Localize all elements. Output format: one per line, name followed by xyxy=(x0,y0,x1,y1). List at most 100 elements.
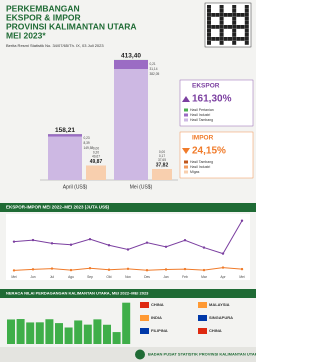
x-tick-label: April (US$) xyxy=(63,184,88,190)
flag xyxy=(198,328,207,334)
qr-cell xyxy=(207,5,211,9)
segment-label: 8,39 xyxy=(84,141,90,145)
x-tick-label: Jul xyxy=(50,275,54,279)
chart-title: EKSPOR-IMPOR MEI 2022–MEI 2023 (JUTA US$… xyxy=(6,205,110,210)
qr-cell xyxy=(232,9,237,13)
qr-cell xyxy=(207,33,211,37)
point xyxy=(88,238,92,241)
total-label: 413,40 xyxy=(121,53,141,60)
legend-label: Hasil Tambang xyxy=(190,160,213,164)
section-band xyxy=(0,289,256,298)
country-name: FILIPINA xyxy=(151,328,168,333)
legend-box xyxy=(179,79,254,127)
bar xyxy=(35,322,44,344)
segment-label: 0,00 xyxy=(159,150,165,154)
qr-cell xyxy=(244,37,249,41)
legend-swatch xyxy=(184,108,188,112)
point xyxy=(69,268,73,272)
qr-cell xyxy=(207,25,211,29)
bar xyxy=(16,319,25,344)
qr-cell xyxy=(207,13,211,17)
qr-cell xyxy=(219,5,224,9)
qr-cell xyxy=(219,17,224,21)
point xyxy=(126,267,130,271)
title-line: PROVINSI KALIMANTAN UTARA xyxy=(6,21,136,31)
legend-swatch xyxy=(184,170,188,174)
segment-label: 0,23 xyxy=(84,136,90,140)
point xyxy=(50,242,54,245)
qr-cell xyxy=(207,17,211,21)
point xyxy=(126,248,130,251)
change-label: 161,30% xyxy=(192,94,232,105)
trend-arrow xyxy=(182,96,190,102)
bar-segment xyxy=(48,136,82,180)
qr-cell xyxy=(215,13,220,17)
point xyxy=(31,238,35,242)
bar-segment xyxy=(86,165,106,180)
legend-title: IMPOR xyxy=(192,135,214,142)
qr-cell xyxy=(244,21,249,25)
bar-segment xyxy=(114,59,148,70)
legend-swatch xyxy=(184,165,188,169)
point xyxy=(107,244,111,247)
x-tick-label: Des xyxy=(144,275,150,279)
qr-cell xyxy=(232,17,237,21)
point xyxy=(31,268,35,271)
x-tick-label: Feb xyxy=(182,275,188,279)
legend-swatch xyxy=(184,118,188,122)
qr-cell xyxy=(219,21,224,25)
country-name: SINGAPURA xyxy=(209,315,233,320)
qr-cell xyxy=(244,9,249,13)
segment-label: 0,00 xyxy=(93,146,99,150)
segment-label: 0,17 xyxy=(159,154,165,158)
qr-cell xyxy=(207,37,211,41)
qr-cell xyxy=(219,13,224,17)
bar-segment xyxy=(114,69,148,180)
qr-cell xyxy=(232,13,237,17)
segment-label: 31,14 xyxy=(150,67,158,71)
chart-title: NERACA NILAI PERDAGANGAN KALIMANTAN UTAR… xyxy=(6,291,149,296)
trend-arrow xyxy=(182,148,190,154)
qr-cell xyxy=(215,37,220,41)
qr-cell xyxy=(219,33,224,37)
bar xyxy=(45,319,54,344)
point xyxy=(240,267,244,271)
x-tick-label: Mei xyxy=(11,275,17,279)
qr-cell xyxy=(236,25,241,29)
point xyxy=(107,268,111,271)
x-tick-label: Sep xyxy=(87,275,93,279)
legend-swatch xyxy=(184,160,188,164)
subtitle: Berita Resmi Statistik No. 34/07/65/Th. … xyxy=(6,43,104,48)
point xyxy=(183,267,187,271)
qr-cell xyxy=(228,25,232,29)
flag xyxy=(140,315,149,321)
x-tick-label: Mei (US$) xyxy=(130,184,153,190)
segment-label: 0,21 xyxy=(150,62,156,66)
point xyxy=(221,266,225,269)
qr-cell xyxy=(232,37,237,41)
point xyxy=(164,268,168,271)
bar xyxy=(93,319,102,344)
segment-label: 382,05 xyxy=(150,72,160,76)
qr-cell xyxy=(211,25,216,29)
legend-label: Hasil Pertanian xyxy=(190,108,214,112)
qr-cell xyxy=(244,33,249,37)
bar xyxy=(103,324,111,344)
legend-label: Hasil Industri xyxy=(190,113,210,117)
x-tick-label: Jun xyxy=(30,275,35,279)
footer-band xyxy=(0,347,256,362)
x-tick-label: Mar xyxy=(201,275,208,279)
qr-cell xyxy=(232,5,237,9)
segment-label: 0,20 xyxy=(93,150,99,154)
total-label: 37,82 xyxy=(156,162,169,168)
segment-label: 149,58 xyxy=(84,146,94,150)
qr-cell xyxy=(236,37,241,41)
legend-box xyxy=(179,131,254,179)
qr-cell xyxy=(223,13,228,17)
point xyxy=(50,267,54,270)
flag xyxy=(140,302,149,308)
qr-cell xyxy=(232,25,237,29)
point xyxy=(202,268,206,272)
qr-cell xyxy=(236,13,241,17)
